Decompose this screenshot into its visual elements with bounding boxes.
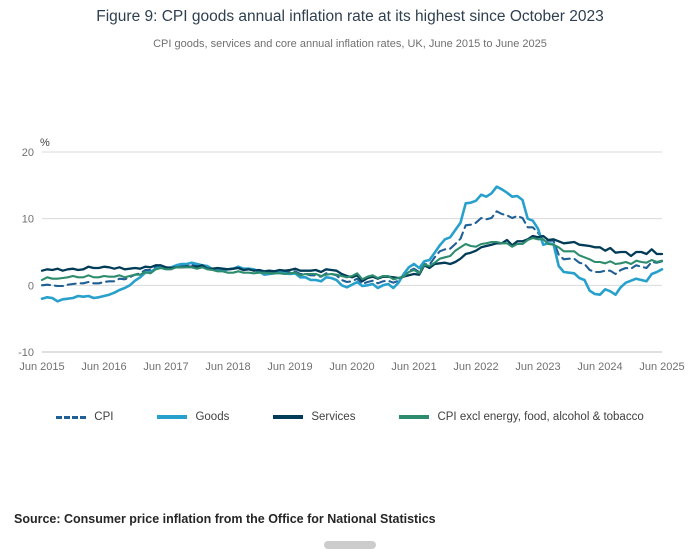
x-tick-label: Jun 2017 <box>143 361 188 373</box>
x-tick-label: Jun 2020 <box>329 361 374 373</box>
legend-item-services[interactable]: Services <box>273 411 355 423</box>
line-chart: % 20 10 0 -10 Jun 2015 Jun 2016 Jun 2017 Jun 201… <box>18 137 685 373</box>
source-note: Source: Consumer price inflation from th… <box>14 512 436 526</box>
legend-item-cpi[interactable]: CPI <box>56 411 113 423</box>
x-tick-label: Jun 2018 <box>205 361 250 373</box>
y-tick-label: 20 <box>22 147 34 159</box>
series-line-cpi <box>40 210 664 288</box>
x-tick-label: Jun 2023 <box>515 361 560 373</box>
y-tick-label: 10 <box>22 214 34 226</box>
chart-title: Figure 9: CPI goods annual inflation rat… <box>96 8 604 25</box>
x-tick-label: Jun 2015 <box>19 361 64 373</box>
legend-label-goods: Goods <box>195 411 230 423</box>
series-line-goods <box>40 185 664 303</box>
x-tick-label: Jun 2021 <box>391 361 436 373</box>
series-line-cpi-excl-energy-food-alcohol-tobacco <box>40 236 664 282</box>
legend-label-cpi: CPI <box>94 411 114 423</box>
y-tick-label: 0 <box>28 280 34 292</box>
x-tick-label: Jun 2019 <box>267 361 312 373</box>
legend-label-services: Services <box>311 411 356 423</box>
services-line-swatch <box>273 415 304 419</box>
y-tick-label: -10 <box>18 347 34 359</box>
x-tick-label: Jun 2016 <box>81 361 126 373</box>
x-tick-label: Jun 2022 <box>453 361 498 373</box>
y-axis-unit-label: % <box>40 137 50 149</box>
scrollbar-thumb[interactable] <box>324 541 376 549</box>
goods-line-swatch <box>157 415 188 419</box>
x-tick-label: Jun 2025 <box>639 361 684 373</box>
series-line-services <box>40 234 664 283</box>
cpi-line-swatch <box>56 415 87 419</box>
core-line-swatch <box>399 415 430 419</box>
chart-subtitle: CPI goods, services and core annual infl… <box>153 38 547 50</box>
legend-item-goods[interactable]: Goods <box>157 411 229 423</box>
chart-legend: CPI Goods Services CPI excl energy, food… <box>0 407 700 427</box>
legend-label-core: CPI excl energy, food, alcohol & tobacco <box>437 411 644 423</box>
x-tick-label: Jun 2024 <box>577 361 622 373</box>
legend-item-core[interactable]: CPI excl energy, food, alcohol & tobacco <box>399 411 644 423</box>
